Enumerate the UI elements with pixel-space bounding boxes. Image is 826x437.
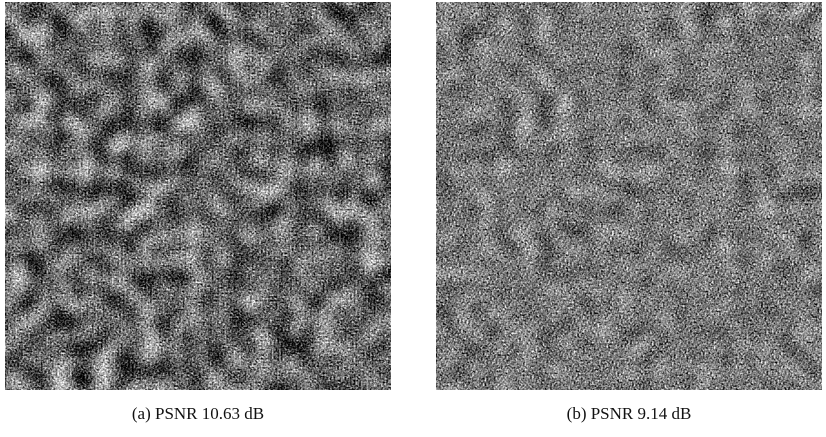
noisy-image	[5, 2, 391, 390]
caption: (a) PSNR 10.63 dB	[131, 404, 265, 423]
image-content	[436, 2, 822, 390]
caption: (b) PSNR 9.14 dB	[566, 404, 692, 423]
image-content	[5, 2, 391, 390]
noisy-image	[436, 2, 822, 390]
